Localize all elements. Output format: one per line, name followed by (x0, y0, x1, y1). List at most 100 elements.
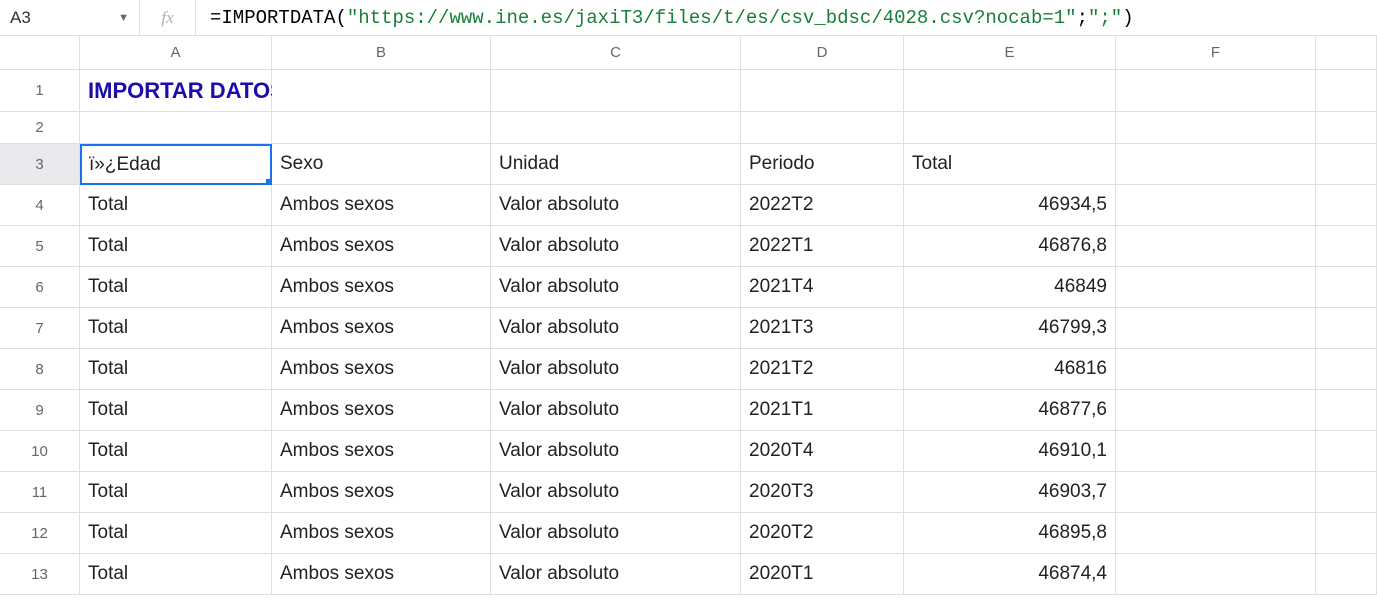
cell-c10[interactable]: Valor absoluto (491, 431, 741, 472)
cell-b5[interactable]: Ambos sexos (272, 226, 491, 267)
cell-a5[interactable]: Total (80, 226, 272, 267)
name-box[interactable]: A3 ▼ (0, 0, 140, 35)
cell-f4[interactable] (1116, 185, 1316, 226)
row-header-6[interactable]: 6 (0, 267, 80, 308)
cell-g1[interactable] (1316, 70, 1377, 112)
cell-e5[interactable]: 46876,8 (904, 226, 1116, 267)
cell-g6[interactable] (1316, 267, 1377, 308)
cell-c12[interactable]: Valor absoluto (491, 513, 741, 554)
select-all-corner[interactable] (0, 36, 80, 70)
cell-e1[interactable] (904, 70, 1116, 112)
cell-f1[interactable] (1116, 70, 1316, 112)
col-header-g[interactable] (1316, 36, 1377, 70)
cell-d2[interactable] (741, 112, 904, 144)
cell-d11[interactable]: 2020T3 (741, 472, 904, 513)
col-header-b[interactable]: B (272, 36, 491, 70)
cell-f11[interactable] (1116, 472, 1316, 513)
cell-e8[interactable]: 46816 (904, 349, 1116, 390)
cell-b8[interactable]: Ambos sexos (272, 349, 491, 390)
cell-b4[interactable]: Ambos sexos (272, 185, 491, 226)
dropdown-arrow-icon[interactable]: ▼ (118, 12, 129, 24)
cell-e2[interactable] (904, 112, 1116, 144)
cell-a3[interactable]: ï»¿Edad (80, 144, 272, 185)
cell-d5[interactable]: 2022T1 (741, 226, 904, 267)
cell-a4[interactable]: Total (80, 185, 272, 226)
cell-d10[interactable]: 2020T4 (741, 431, 904, 472)
col-header-e[interactable]: E (904, 36, 1116, 70)
cell-a6[interactable]: Total (80, 267, 272, 308)
cell-b6[interactable]: Ambos sexos (272, 267, 491, 308)
row-header-10[interactable]: 10 (0, 431, 80, 472)
cell-c3[interactable]: Unidad (491, 144, 741, 185)
cell-b11[interactable]: Ambos sexos (272, 472, 491, 513)
cell-g8[interactable] (1316, 349, 1377, 390)
cell-b7[interactable]: Ambos sexos (272, 308, 491, 349)
cell-e4[interactable]: 46934,5 (904, 185, 1116, 226)
row-header-13[interactable]: 13 (0, 554, 80, 595)
cell-f12[interactable] (1116, 513, 1316, 554)
cell-c9[interactable]: Valor absoluto (491, 390, 741, 431)
cell-c8[interactable]: Valor absoluto (491, 349, 741, 390)
col-header-a[interactable]: A (80, 36, 272, 70)
cell-b1[interactable] (272, 70, 491, 112)
cell-a12[interactable]: Total (80, 513, 272, 554)
row-header-3[interactable]: 3 (0, 144, 80, 185)
cell-d13[interactable]: 2020T1 (741, 554, 904, 595)
formula-input[interactable]: =IMPORTDATA("https://www.ine.es/jaxiT3/f… (196, 7, 1377, 29)
cell-a10[interactable]: Total (80, 431, 272, 472)
cell-a11[interactable]: Total (80, 472, 272, 513)
cell-c7[interactable]: Valor absoluto (491, 308, 741, 349)
cell-e6[interactable]: 46849 (904, 267, 1116, 308)
cell-f5[interactable] (1116, 226, 1316, 267)
col-header-c[interactable]: C (491, 36, 741, 70)
cell-g3[interactable] (1316, 144, 1377, 185)
cell-f6[interactable] (1116, 267, 1316, 308)
cell-a2[interactable] (80, 112, 272, 144)
cell-c13[interactable]: Valor absoluto (491, 554, 741, 595)
cell-g11[interactable] (1316, 472, 1377, 513)
cell-c11[interactable]: Valor absoluto (491, 472, 741, 513)
cell-a1[interactable]: IMPORTAR DATOS CSV O TSV (80, 70, 272, 112)
cell-b2[interactable] (272, 112, 491, 144)
cell-e13[interactable]: 46874,4 (904, 554, 1116, 595)
cell-d7[interactable]: 2021T3 (741, 308, 904, 349)
cell-f10[interactable] (1116, 431, 1316, 472)
cell-f8[interactable] (1116, 349, 1316, 390)
cell-e10[interactable]: 46910,1 (904, 431, 1116, 472)
cell-g2[interactable] (1316, 112, 1377, 144)
row-header-9[interactable]: 9 (0, 390, 80, 431)
cell-b13[interactable]: Ambos sexos (272, 554, 491, 595)
cell-g9[interactable] (1316, 390, 1377, 431)
cell-b12[interactable]: Ambos sexos (272, 513, 491, 554)
cell-a13[interactable]: Total (80, 554, 272, 595)
cell-g5[interactable] (1316, 226, 1377, 267)
cell-f3[interactable] (1116, 144, 1316, 185)
cell-a9[interactable]: Total (80, 390, 272, 431)
cell-c2[interactable] (491, 112, 741, 144)
cell-b10[interactable]: Ambos sexos (272, 431, 491, 472)
cell-d8[interactable]: 2021T2 (741, 349, 904, 390)
cell-b3[interactable]: Sexo (272, 144, 491, 185)
cell-e11[interactable]: 46903,7 (904, 472, 1116, 513)
cell-f9[interactable] (1116, 390, 1316, 431)
cell-d6[interactable]: 2021T4 (741, 267, 904, 308)
cell-g13[interactable] (1316, 554, 1377, 595)
cell-c5[interactable]: Valor absoluto (491, 226, 741, 267)
row-header-12[interactable]: 12 (0, 513, 80, 554)
cell-b9[interactable]: Ambos sexos (272, 390, 491, 431)
cell-d4[interactable]: 2022T2 (741, 185, 904, 226)
cell-g10[interactable] (1316, 431, 1377, 472)
cell-g4[interactable] (1316, 185, 1377, 226)
cell-f2[interactable] (1116, 112, 1316, 144)
cell-a8[interactable]: Total (80, 349, 272, 390)
cell-e7[interactable]: 46799,3 (904, 308, 1116, 349)
cell-g7[interactable] (1316, 308, 1377, 349)
cell-e12[interactable]: 46895,8 (904, 513, 1116, 554)
row-header-1[interactable]: 1 (0, 70, 80, 112)
cell-e9[interactable]: 46877,6 (904, 390, 1116, 431)
row-header-11[interactable]: 11 (0, 472, 80, 513)
cell-g12[interactable] (1316, 513, 1377, 554)
cell-c6[interactable]: Valor absoluto (491, 267, 741, 308)
row-header-5[interactable]: 5 (0, 226, 80, 267)
cell-f7[interactable] (1116, 308, 1316, 349)
